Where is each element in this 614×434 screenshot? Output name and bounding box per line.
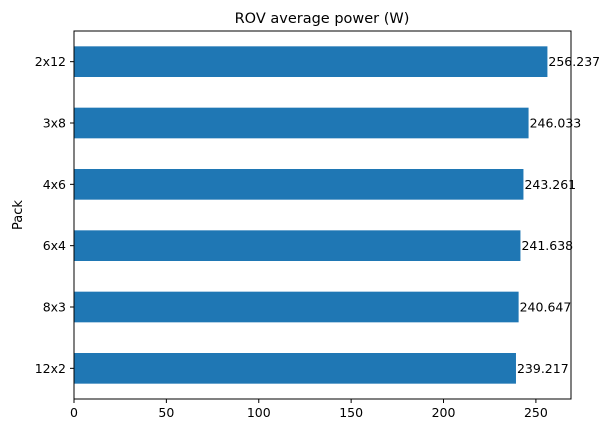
y-axis-label: Pack xyxy=(11,200,26,230)
data-label-4x6: 243.261 xyxy=(524,177,576,192)
y-tick-labels: 2x12 3x8 4x6 6x4 8x3 12x2 xyxy=(35,54,74,376)
bar-4x6 xyxy=(74,169,524,200)
x-tick-label-50: 50 xyxy=(158,405,174,420)
data-label-3x8: 246.033 xyxy=(530,116,582,131)
y-tick-label-3x8: 3x8 xyxy=(43,116,66,131)
y-tick-label-12x2: 12x2 xyxy=(35,361,66,376)
data-label-8x3: 240.647 xyxy=(520,300,572,315)
y-tick-label-2x12: 2x12 xyxy=(35,54,66,69)
data-label-2x12: 256.237 xyxy=(548,54,600,69)
x-tick-label-250: 250 xyxy=(524,405,548,420)
data-label-6x4: 241.638 xyxy=(521,238,573,253)
x-tick-label-150: 150 xyxy=(339,405,363,420)
x-tick-label-200: 200 xyxy=(432,405,456,420)
x-ticks: 0 50 100 150 200 250 xyxy=(70,399,548,420)
bar-12x2 xyxy=(74,353,516,384)
data-label-12x2: 239.217 xyxy=(517,361,569,376)
bar-6x4 xyxy=(74,230,521,261)
bars-group: 256.237 246.033 243.261 241.638 240.647 239.2… xyxy=(74,46,600,384)
bar-2x12 xyxy=(74,46,548,77)
y-tick-label-4x6: 4x6 xyxy=(43,177,66,192)
y-tick-label-8x3: 8x3 xyxy=(43,300,66,315)
x-tick-label-100: 100 xyxy=(247,405,271,420)
bar-8x3 xyxy=(74,291,519,323)
bar-3x8 xyxy=(74,107,529,139)
y-tick-label-6x4: 6x4 xyxy=(43,238,66,253)
x-tick-label-0: 0 xyxy=(70,405,78,420)
chart-title: ROV average power (W) xyxy=(235,11,410,27)
plot-frame xyxy=(73,30,572,400)
